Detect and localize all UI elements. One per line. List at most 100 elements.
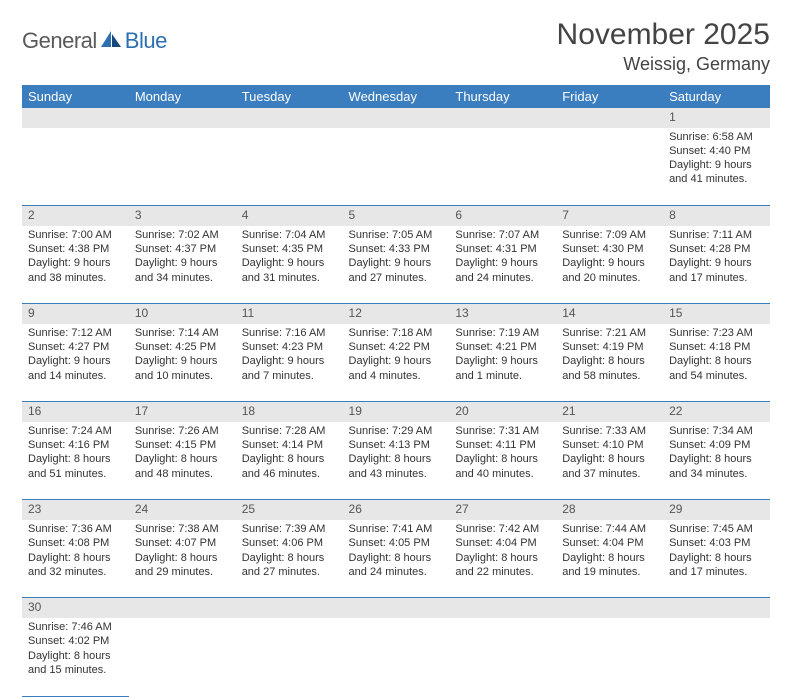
day-number [556, 108, 663, 128]
sunrise: Sunrise: 7:12 AM [28, 326, 123, 340]
sunrise: Sunrise: 7:05 AM [349, 228, 444, 242]
sunset: Sunset: 4:23 PM [242, 340, 337, 354]
day-cell: Sunrise: 7:19 AMSunset: 4:21 PMDaylight:… [449, 324, 556, 402]
weekday-header: Sunday [22, 85, 129, 108]
daynum-row: 16171819202122 [22, 402, 770, 422]
sunrise: Sunrise: 7:00 AM [28, 228, 123, 242]
day-cell [129, 618, 236, 696]
day-number: 14 [556, 304, 663, 324]
daylight-line2: and 10 minutes. [135, 369, 230, 383]
daylight-line2: and 41 minutes. [669, 172, 764, 186]
sunset: Sunset: 4:09 PM [669, 438, 764, 452]
day-number: 3 [129, 206, 236, 226]
day-number: 24 [129, 500, 236, 520]
daylight-line1: Daylight: 8 hours [135, 551, 230, 565]
sunset: Sunset: 4:15 PM [135, 438, 230, 452]
day-cell: Sunrise: 7:41 AMSunset: 4:05 PMDaylight:… [343, 520, 450, 598]
sunrise: Sunrise: 7:44 AM [562, 522, 657, 536]
day-number: 30 [22, 598, 129, 618]
sunrise: Sunrise: 7:21 AM [562, 326, 657, 340]
day-number [22, 108, 129, 128]
day-cell: Sunrise: 7:09 AMSunset: 4:30 PMDaylight:… [556, 226, 663, 304]
sunrise: Sunrise: 7:46 AM [28, 620, 123, 634]
sunset: Sunset: 4:35 PM [242, 242, 337, 256]
weekday-header: Saturday [663, 85, 770, 108]
daylight-line2: and 17 minutes. [669, 271, 764, 285]
daylight-line2: and 1 minute. [455, 369, 550, 383]
daylight-line1: Daylight: 8 hours [562, 452, 657, 466]
daylight-line1: Daylight: 9 hours [455, 256, 550, 270]
day-number: 29 [663, 500, 770, 520]
day-number: 13 [449, 304, 556, 324]
daynum-row: 23242526272829 [22, 500, 770, 520]
day-number [236, 108, 343, 128]
sunset: Sunset: 4:38 PM [28, 242, 123, 256]
sunset: Sunset: 4:21 PM [455, 340, 550, 354]
day-number: 4 [236, 206, 343, 226]
sunset: Sunset: 4:03 PM [669, 536, 764, 550]
daylight-line2: and 4 minutes. [349, 369, 444, 383]
day-number [449, 598, 556, 618]
daylight-line2: and 20 minutes. [562, 271, 657, 285]
daylight-line2: and 19 minutes. [562, 565, 657, 579]
daylight-line1: Daylight: 9 hours [135, 354, 230, 368]
day-cell: Sunrise: 7:29 AMSunset: 4:13 PMDaylight:… [343, 422, 450, 500]
daylight-line1: Daylight: 8 hours [28, 551, 123, 565]
sunset: Sunset: 4:16 PM [28, 438, 123, 452]
daynum-row: 30 [22, 598, 770, 618]
day-number: 1 [663, 108, 770, 128]
daynum-row: 9101112131415 [22, 304, 770, 324]
sunrise: Sunrise: 7:36 AM [28, 522, 123, 536]
day-cell [449, 128, 556, 206]
day-number: 21 [556, 402, 663, 422]
sunrise: Sunrise: 7:24 AM [28, 424, 123, 438]
week-row: Sunrise: 7:12 AMSunset: 4:27 PMDaylight:… [22, 324, 770, 402]
daylight-line2: and 43 minutes. [349, 467, 444, 481]
weekday-header: Monday [129, 85, 236, 108]
sunset: Sunset: 4:06 PM [242, 536, 337, 550]
day-cell: Sunrise: 7:46 AMSunset: 4:02 PMDaylight:… [22, 618, 129, 696]
daylight-line1: Daylight: 8 hours [669, 452, 764, 466]
day-cell: Sunrise: 7:16 AMSunset: 4:23 PMDaylight:… [236, 324, 343, 402]
daylight-line1: Daylight: 8 hours [455, 551, 550, 565]
sunset: Sunset: 4:14 PM [242, 438, 337, 452]
day-number [129, 108, 236, 128]
day-number: 2 [22, 206, 129, 226]
day-cell [129, 128, 236, 206]
day-number: 7 [556, 206, 663, 226]
daylight-line1: Daylight: 9 hours [669, 256, 764, 270]
daylight-line2: and 38 minutes. [28, 271, 123, 285]
daylight-line2: and 14 minutes. [28, 369, 123, 383]
day-cell [556, 128, 663, 206]
day-cell [556, 618, 663, 696]
daylight-line2: and 34 minutes. [669, 467, 764, 481]
day-number: 6 [449, 206, 556, 226]
sunrise: Sunrise: 7:18 AM [349, 326, 444, 340]
day-cell [22, 128, 129, 206]
day-cell: Sunrise: 7:34 AMSunset: 4:09 PMDaylight:… [663, 422, 770, 500]
calendar-body: 1Sunrise: 6:58 AMSunset: 4:40 PMDaylight… [22, 108, 770, 696]
day-cell: Sunrise: 7:02 AMSunset: 4:37 PMDaylight:… [129, 226, 236, 304]
day-number: 19 [343, 402, 450, 422]
day-number: 28 [556, 500, 663, 520]
daylight-line2: and 31 minutes. [242, 271, 337, 285]
sunset: Sunset: 4:28 PM [669, 242, 764, 256]
day-number: 8 [663, 206, 770, 226]
calendar-table: SundayMondayTuesdayWednesdayThursdayFrid… [22, 85, 770, 697]
day-number: 10 [129, 304, 236, 324]
sunrise: Sunrise: 7:38 AM [135, 522, 230, 536]
sunset: Sunset: 4:33 PM [349, 242, 444, 256]
sunset: Sunset: 4:30 PM [562, 242, 657, 256]
logo-text-general: General [22, 28, 97, 54]
daylight-line1: Daylight: 9 hours [669, 158, 764, 172]
day-number: 5 [343, 206, 450, 226]
daylight-line2: and 54 minutes. [669, 369, 764, 383]
day-cell: Sunrise: 7:42 AMSunset: 4:04 PMDaylight:… [449, 520, 556, 598]
daylight-line1: Daylight: 8 hours [669, 354, 764, 368]
daylight-line2: and 7 minutes. [242, 369, 337, 383]
day-cell [343, 618, 450, 696]
day-cell: Sunrise: 6:58 AMSunset: 4:40 PMDaylight:… [663, 128, 770, 206]
weekday-header: Tuesday [236, 85, 343, 108]
sunrise: Sunrise: 7:41 AM [349, 522, 444, 536]
month-title: November 2025 [557, 18, 770, 52]
